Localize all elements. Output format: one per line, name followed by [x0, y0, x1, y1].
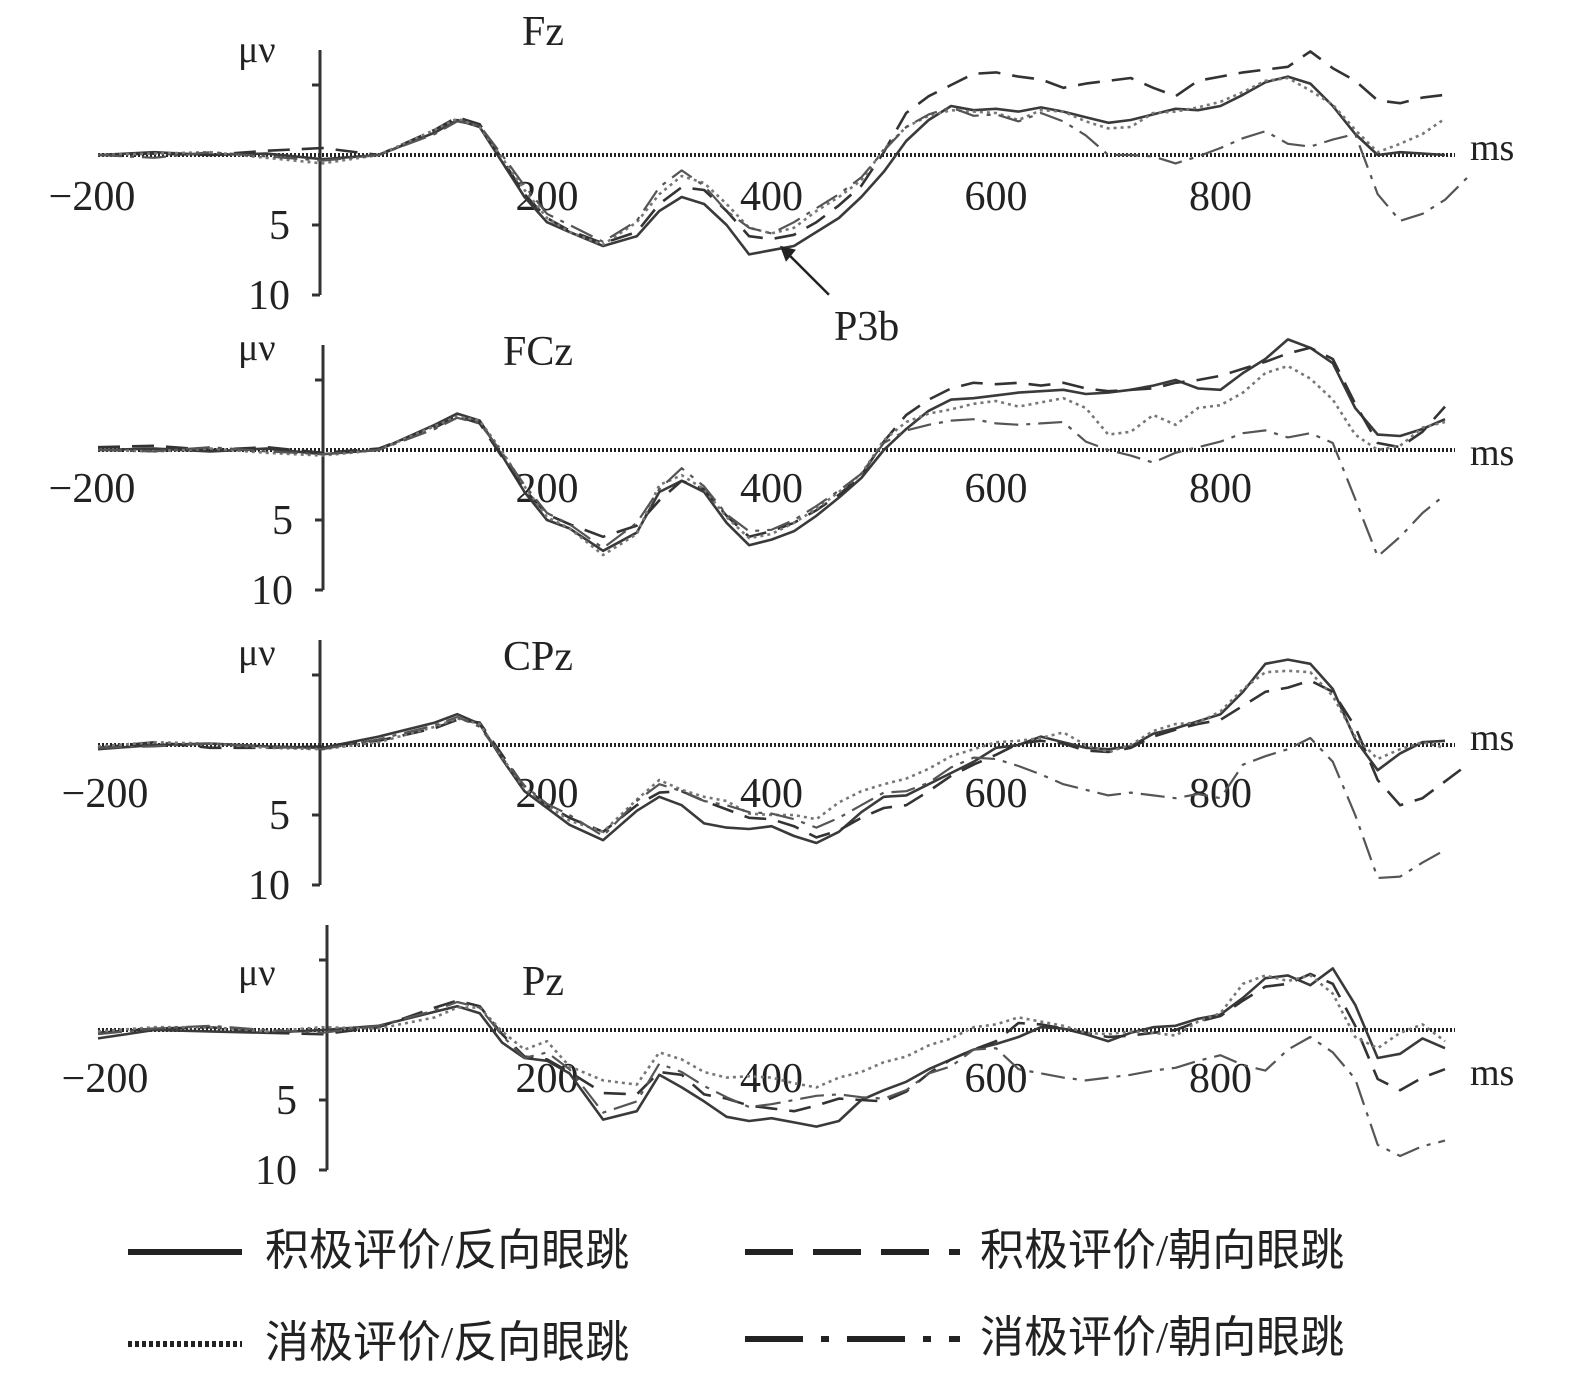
x-tick-label: 600 [965, 466, 1028, 512]
x-tick-label: −200 [49, 174, 136, 220]
series-line-dashdot [97, 416, 1446, 558]
x-tick-label: 600 [965, 1056, 1028, 1102]
panel-title: CPz [503, 634, 573, 680]
series-line-solid [97, 338, 1446, 553]
series-line-solid [97, 967, 1446, 1128]
series-line-dashdot [97, 715, 1446, 880]
legend-label: 积极评价/朝向眼跳 [980, 1226, 1344, 1275]
series-line-dotted [97, 974, 1446, 1089]
y-tick-label: 10 [248, 273, 290, 319]
y-tick-label: 5 [269, 793, 290, 839]
series-line-dashdot [97, 106, 1469, 243]
panel-fcz: 5 10 −200 200 400 600 800 μν ms FCz [49, 327, 1515, 614]
series-line-dashdot [97, 1000, 1446, 1158]
y-tick-label: 5 [269, 203, 290, 249]
annotation-label: P3b [834, 304, 899, 350]
x-unit-label: ms [1470, 127, 1514, 169]
legend-label: 消极评价/朝向眼跳 [980, 1313, 1344, 1362]
series-line-solid [97, 75, 1446, 256]
x-unit-label: ms [1470, 1052, 1514, 1094]
x-tick-label: 400 [740, 174, 803, 220]
x-tick-label: 200 [516, 466, 579, 512]
panel-pz: 5 10 −200 200 400 600 800 μν ms Pz [62, 925, 1514, 1194]
annotation-arrow [783, 248, 830, 296]
y-tick-label: 5 [272, 498, 293, 544]
x-tick-label: 800 [1189, 466, 1252, 512]
y-unit-label: μν [238, 327, 276, 369]
x-tick-label: −200 [49, 466, 136, 512]
panel-title: Pz [522, 959, 564, 1005]
x-unit-label: ms [1470, 717, 1514, 759]
x-tick-label: 600 [965, 174, 1028, 220]
y-unit-label: μν [238, 29, 276, 71]
y-unit-label: μν [238, 952, 276, 994]
erp-panels: 5 10 −200 200 400 600 800 μν ms Fz P3b 5 10 −200 200 40… [49, 9, 1515, 1194]
series-line-dashed [97, 346, 1446, 539]
series-line-dotted [97, 364, 1446, 557]
x-tick-label: 200 [516, 771, 579, 817]
series-line-dashed [97, 50, 1446, 245]
panel-title: Fz [522, 9, 564, 55]
y-tick-label: 10 [251, 568, 293, 614]
legend-label: 积极评价/反向眼跳 [265, 1226, 629, 1275]
legend-item: 积极评价/朝向眼跳 [745, 1226, 1344, 1275]
legend-item: 积极评价/反向眼跳 [128, 1226, 629, 1275]
x-tick-label: 400 [740, 466, 803, 512]
x-tick-label: 400 [740, 1056, 803, 1102]
legend-label: 消极评价/反向眼跳 [265, 1318, 629, 1367]
x-tick-label: −200 [62, 1056, 149, 1102]
x-unit-label: ms [1470, 432, 1514, 474]
y-tick-label: 5 [276, 1078, 297, 1124]
x-tick-label: 600 [965, 771, 1028, 817]
x-tick-label: 800 [1189, 174, 1252, 220]
panel-title: FCz [503, 329, 573, 375]
legend-item: 消极评价/朝向眼跳 [745, 1313, 1344, 1362]
x-tick-label: 800 [1189, 1056, 1252, 1102]
x-tick-label: 400 [740, 771, 803, 817]
x-tick-label: 200 [516, 1056, 579, 1102]
x-tick-label: −200 [62, 771, 149, 817]
y-unit-label: μν [238, 632, 276, 674]
annotation-arrowhead [779, 245, 796, 262]
y-tick-label: 10 [255, 1148, 297, 1194]
y-tick-label: 10 [248, 863, 290, 909]
legend-item: 消极评价/反向眼跳 [128, 1318, 629, 1367]
